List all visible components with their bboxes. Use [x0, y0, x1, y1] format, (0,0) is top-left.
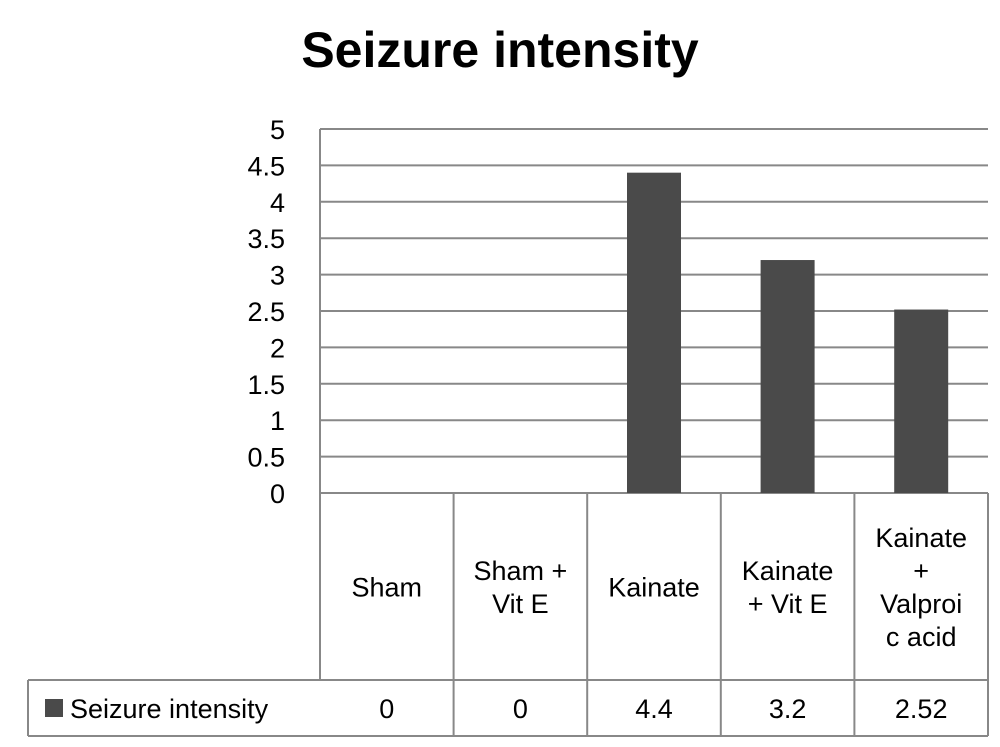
data-table-value: 4.4 — [635, 694, 673, 724]
category-label: + — [913, 556, 929, 586]
bar — [760, 260, 815, 493]
category-label: + Vit E — [748, 589, 828, 619]
bars — [627, 172, 949, 493]
category-label: Valproi — [880, 589, 962, 619]
y-tick-label: 0 — [270, 479, 285, 509]
y-tick-label: 1.5 — [247, 370, 285, 400]
legend-swatch — [45, 699, 63, 717]
category-label: c acid — [886, 622, 957, 652]
data-table-value: 2.52 — [895, 694, 948, 724]
category-label: Sham + — [473, 556, 567, 586]
category-label: Kainate — [875, 523, 967, 553]
y-tick-label: 2.5 — [247, 297, 285, 327]
y-tick-label: 5 — [270, 115, 285, 145]
data-table-value: 0 — [513, 694, 528, 724]
category-label: Kainate — [742, 556, 834, 586]
chart-title: Seizure intensity — [301, 22, 699, 78]
y-tick-label: 3 — [270, 261, 285, 291]
legend-label: Seizure intensity — [70, 694, 269, 724]
data-table-value: 3.2 — [769, 694, 807, 724]
y-tick-label: 1 — [270, 406, 285, 436]
y-tick-label: 4.5 — [247, 151, 285, 181]
category-label: Kainate — [608, 573, 700, 603]
data-table-value: 0 — [379, 694, 394, 724]
bar — [627, 172, 681, 493]
category-label: Vit E — [492, 589, 549, 619]
bar — [894, 309, 949, 493]
y-tick-label: 3.5 — [247, 224, 285, 254]
y-tick-label: 4 — [270, 188, 285, 218]
category-label: Sham — [352, 573, 423, 603]
y-axis-tick-labels: 0 0.5 1 1.5 2 2.5 3 3.5 4 4.5 5 — [247, 115, 285, 509]
y-tick-label: 2 — [270, 333, 285, 363]
y-tick-label: 0.5 — [247, 443, 285, 473]
